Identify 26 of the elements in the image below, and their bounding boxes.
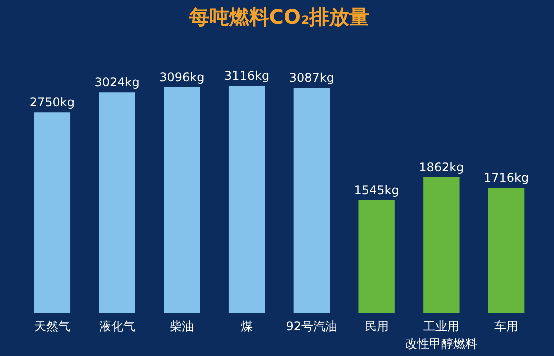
bar	[228, 86, 266, 313]
data-label: 1716kg	[484, 170, 530, 185]
x-tick-label: 车用	[494, 320, 519, 334]
x-tick-label: 液化气	[99, 320, 136, 334]
data-label: 1545kg	[354, 183, 400, 198]
x-tick-label: 民用	[364, 320, 389, 334]
x-tick-label: 92号汽油	[286, 320, 338, 334]
bar	[424, 177, 460, 313]
x-tick-label: 煤	[241, 320, 254, 334]
bar	[99, 92, 136, 313]
data-label: 3096kg	[160, 70, 205, 84]
x-tick-label: 柴油	[170, 320, 194, 334]
x-tick-label: 天然气	[34, 320, 70, 334]
bar	[164, 87, 200, 313]
text: 改性甲醇燃料	[406, 337, 478, 351]
bar	[34, 112, 71, 313]
bar	[488, 188, 525, 313]
data-label: 2750kg	[30, 96, 75, 110]
data-label: 3116kg	[224, 68, 270, 83]
bar	[294, 88, 330, 313]
data-label: 3087kg	[289, 71, 334, 86]
chart-title: 每吨燃料CO₂排放量	[188, 5, 370, 29]
bar	[358, 200, 395, 313]
x-tick-label: 工业用	[424, 320, 460, 334]
data-label: 3024kg	[94, 76, 140, 90]
data-label: 1862kg	[419, 160, 464, 174]
